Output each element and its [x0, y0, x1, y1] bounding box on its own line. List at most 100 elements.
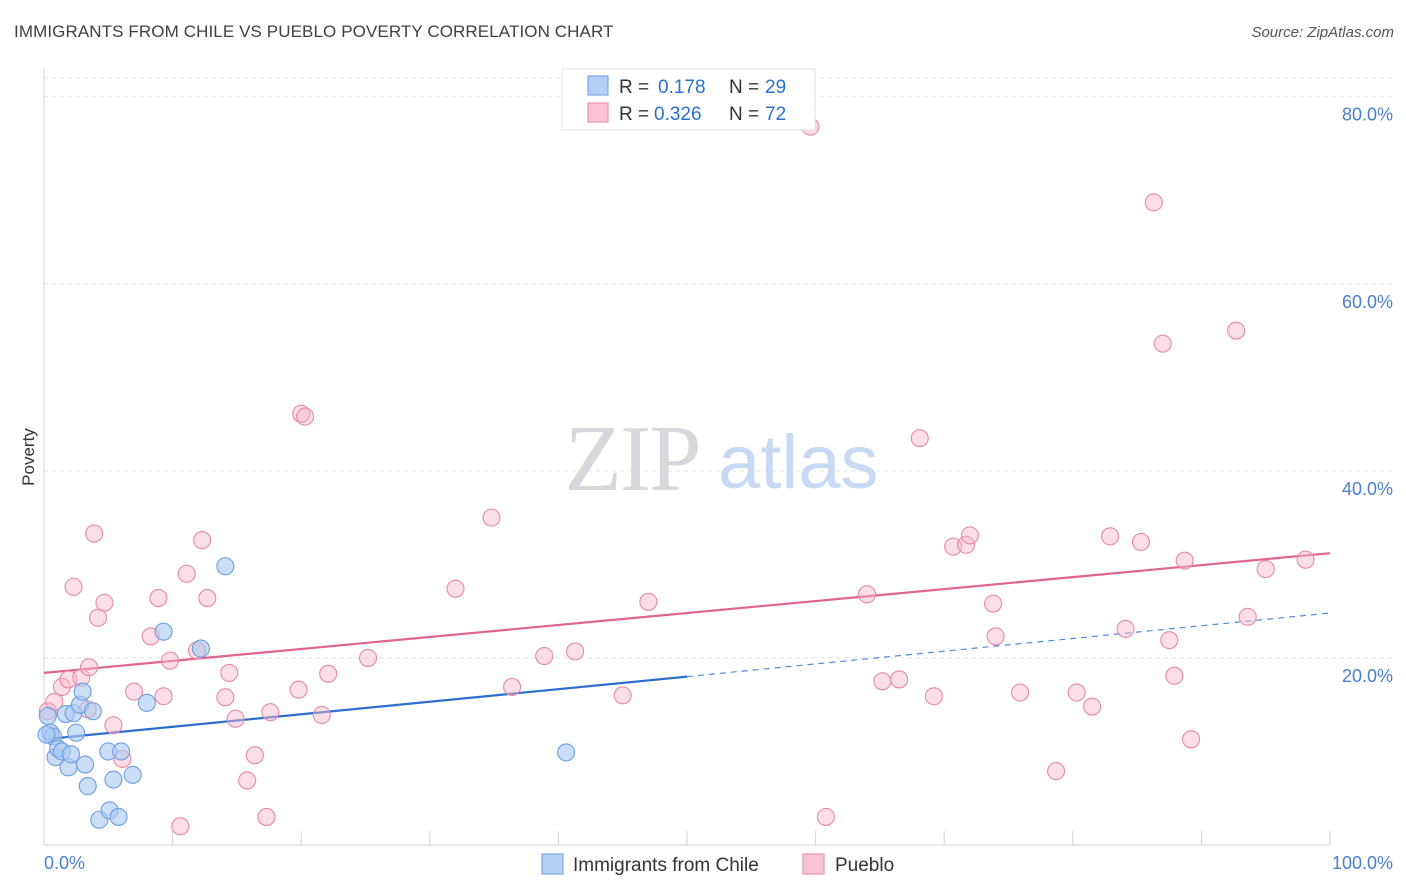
pueblo-points	[38, 117, 1315, 836]
pueblo-point	[79, 658, 99, 677]
chile-point	[216, 557, 235, 576]
pueblo-point	[220, 663, 239, 682]
pueblo-point	[95, 593, 114, 612]
chile-points	[37, 557, 576, 829]
pueblo-point	[1227, 321, 1246, 340]
pueblo-point	[613, 686, 632, 705]
chile-point	[557, 743, 576, 762]
pueblo-point	[1165, 666, 1184, 685]
y-tick-label: 20.0%	[1342, 666, 1393, 686]
chile-point	[38, 706, 57, 725]
pueblo-point	[177, 564, 196, 583]
chile-point	[137, 693, 156, 712]
pueblo-point	[446, 579, 465, 598]
pueblo-point	[296, 407, 315, 426]
legend-swatch-chile	[587, 75, 609, 96]
trend-line-chile	[43, 675, 688, 741]
pueblo-point	[245, 746, 264, 765]
pueblo-point	[312, 705, 331, 725]
pueblo-point	[984, 594, 1003, 613]
pueblo-point	[85, 524, 104, 543]
pueblo-point	[1067, 683, 1086, 702]
pueblo-point	[639, 592, 658, 611]
series-legend-label-chile: Immigrants from Chile	[573, 855, 759, 876]
legend-r-label-chile: R =	[619, 77, 649, 98]
pueblo-point	[64, 577, 83, 596]
pueblo-point	[1238, 607, 1257, 626]
legend-r-value-pueblo: 0.326	[654, 104, 702, 125]
pueblo-point	[124, 682, 144, 701]
pueblo-point	[1101, 527, 1120, 546]
legend-n-value-chile: 29	[765, 77, 786, 98]
pueblo-point	[1131, 532, 1151, 551]
pueblo-point	[1011, 683, 1030, 702]
pueblo-point	[238, 771, 257, 790]
chile-point	[67, 723, 86, 742]
pueblo-point	[535, 647, 554, 666]
trend-lines	[43, 552, 1331, 741]
pueblo-point	[154, 687, 173, 706]
chart-title: IMMIGRANTS FROM CHILE VS PUEBLO POVERTY …	[14, 22, 614, 41]
pueblo-point	[910, 429, 929, 448]
pueblo-point	[566, 642, 585, 661]
pueblo-point	[257, 807, 276, 826]
pueblo-point	[261, 703, 280, 722]
pueblo-point	[890, 670, 909, 689]
y-tick-label: 80.0%	[1342, 105, 1393, 125]
watermark-atlas: atlas	[718, 420, 879, 505]
legend-r-value-chile: 0.178	[658, 77, 706, 98]
pueblo-point	[198, 589, 217, 608]
chile-point	[112, 742, 131, 761]
pueblo-point	[1160, 631, 1179, 650]
pueblo-point	[1182, 730, 1201, 749]
pueblo-point	[193, 531, 212, 550]
pueblo-point	[149, 589, 168, 608]
pueblo-point	[88, 608, 108, 627]
legend-r-label-pueblo: R =	[619, 104, 649, 125]
chile-point	[78, 777, 97, 796]
chile-point	[37, 725, 56, 744]
series-legend-swatch-pueblo	[802, 853, 825, 875]
pueblo-point	[503, 677, 522, 696]
pueblo-point	[216, 688, 235, 707]
series-legend-swatch-chile	[541, 853, 564, 875]
legend-n-label-pueblo: N =	[729, 104, 759, 125]
pueblo-point	[816, 807, 835, 826]
pueblo-point	[986, 627, 1005, 646]
chile-point	[61, 745, 81, 764]
pueblo-point	[319, 664, 338, 683]
trend-line-chile-extension	[686, 612, 1331, 678]
chile-point	[109, 807, 128, 826]
pueblo-point	[226, 709, 245, 728]
series-legend-label-pueblo: Pueblo	[835, 855, 894, 876]
pueblo-point	[924, 687, 943, 706]
legend-swatch-pueblo	[587, 102, 609, 123]
pueblo-point	[1047, 762, 1066, 781]
x-ticks	[43, 831, 1331, 845]
y-axis-title: Poverty	[19, 428, 38, 486]
pueblo-point	[160, 651, 180, 670]
chart-source: Source: ZipAtlas.com	[1251, 24, 1394, 41]
pueblo-point	[873, 672, 892, 691]
chile-point	[73, 682, 92, 701]
pueblo-point	[359, 648, 378, 667]
pueblo-point	[1083, 697, 1102, 716]
pueblo-point	[171, 817, 190, 836]
pueblo-point	[1175, 551, 1194, 570]
pueblo-point	[1144, 193, 1163, 212]
chile-point	[191, 639, 210, 658]
pueblo-point	[857, 585, 877, 604]
pueblo-point	[289, 680, 308, 699]
chile-point	[123, 765, 142, 784]
x-tick-label-min: 0.0%	[44, 853, 85, 873]
pueblo-point	[104, 716, 123, 735]
chile-point	[104, 770, 123, 789]
legend-n-value-pueblo: 72	[765, 104, 786, 125]
chile-point	[154, 622, 173, 641]
pueblo-point	[1153, 334, 1172, 353]
pueblo-point	[1256, 560, 1275, 579]
y-tick-label: 60.0%	[1342, 292, 1393, 312]
pueblo-point	[1296, 550, 1315, 569]
pueblo-point	[1116, 619, 1135, 638]
